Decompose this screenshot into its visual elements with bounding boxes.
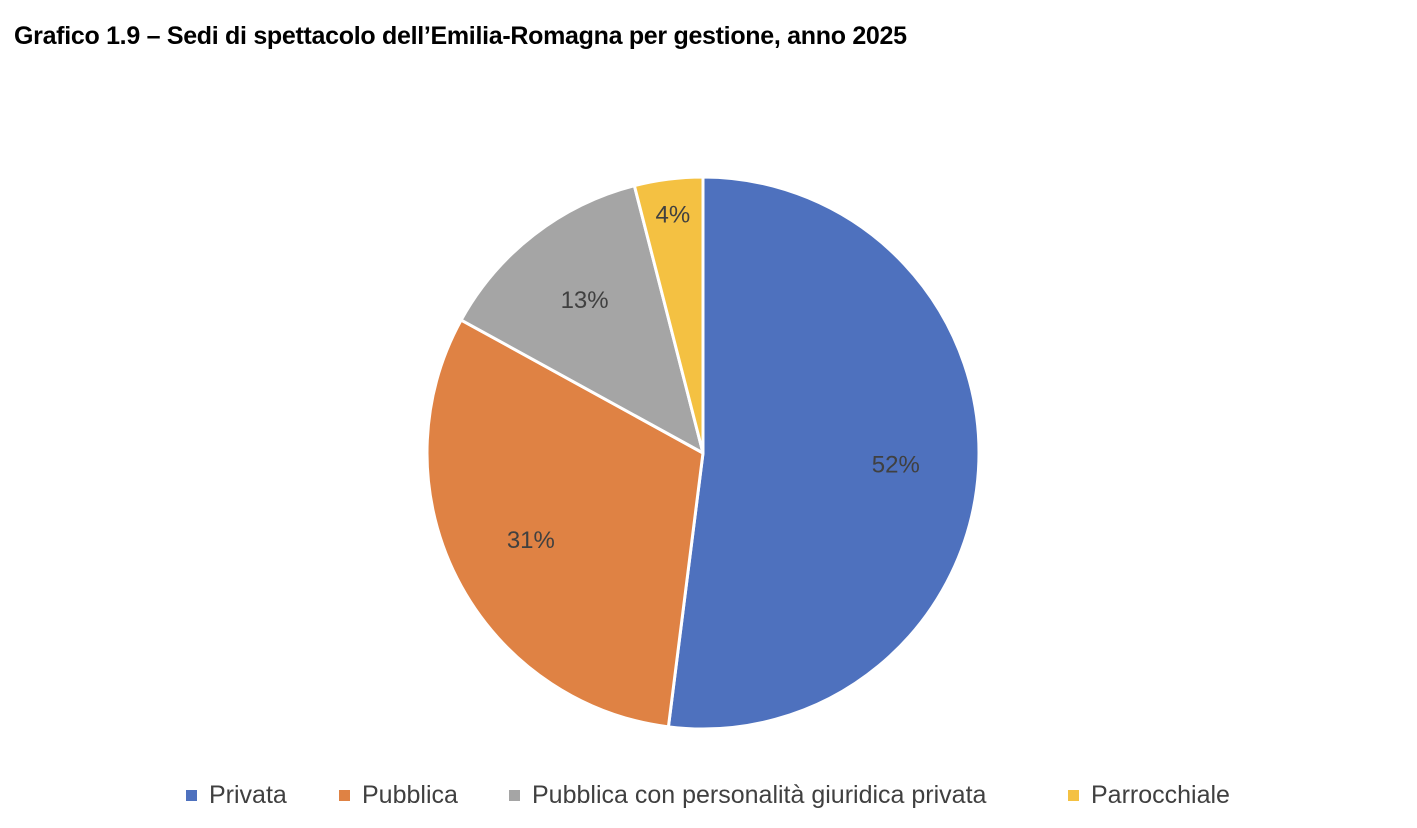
pie-slice-pubblica bbox=[425, 318, 705, 729]
legend-label-privata: Privata bbox=[209, 780, 287, 809]
pie-chart: 52% 31% 13% 4% bbox=[425, 175, 981, 731]
legend-label-parrocchiale: Parrocchiale bbox=[1091, 780, 1230, 809]
legend-item-privata: Privata bbox=[186, 778, 287, 812]
legend-item-pubblica: Pubblica bbox=[339, 778, 458, 812]
legend-item-parrocchiale: Parrocchiale bbox=[1068, 778, 1230, 812]
data-label-pubblica: 31% bbox=[507, 527, 555, 554]
legend-swatch-privata bbox=[186, 789, 197, 801]
legend-item-pubblica-personalita-privata: Pubblica con personalità giuridica priva… bbox=[509, 778, 986, 812]
legend-label-pubblica-personalita-privata: Pubblica con personalità giuridica priva… bbox=[532, 780, 987, 809]
pie-slice-privata bbox=[666, 175, 981, 731]
data-label-pubblica-personalita-privata: 13% bbox=[561, 287, 609, 314]
chart-title: Grafico 1.9 – Sedi di spettacolo dell’Em… bbox=[14, 22, 907, 50]
legend-swatch-pubblica bbox=[339, 789, 350, 801]
legend-swatch-parrocchiale bbox=[1068, 789, 1079, 801]
pie-slice-parrocchiale bbox=[632, 175, 705, 455]
pie-slice-pubblica-personalita-privata bbox=[459, 184, 705, 455]
legend: Privata Pubblica Pubblica con personalit… bbox=[0, 778, 1417, 812]
legend-label-pubblica: Pubblica bbox=[362, 780, 458, 809]
legend-swatch-pubblica-personalita-privata bbox=[509, 789, 520, 801]
data-label-privata: 52% bbox=[872, 452, 920, 479]
data-label-parrocchiale: 4% bbox=[656, 201, 691, 228]
